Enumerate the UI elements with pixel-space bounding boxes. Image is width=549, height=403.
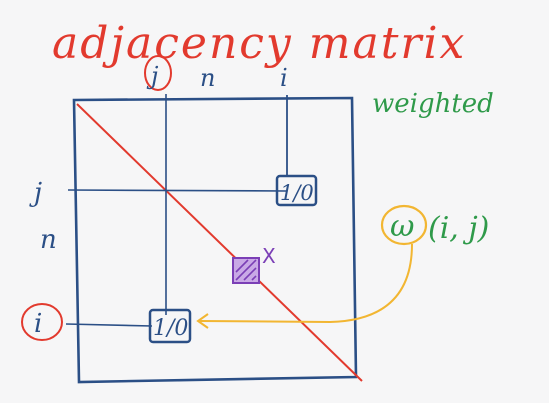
diagonal-hatched-cell xyxy=(232,257,260,284)
main-diagonal xyxy=(76,103,363,382)
cell-bottom-left-value: 1/0 xyxy=(153,316,188,341)
omega-circle xyxy=(380,204,428,246)
row-i-circle xyxy=(21,303,63,341)
row-label-n: n xyxy=(40,225,57,255)
cell-bottom-left-box xyxy=(148,308,192,344)
row-label-i: i xyxy=(34,309,42,339)
row-j-line xyxy=(67,189,287,192)
matrix-frame xyxy=(72,96,358,384)
row-i-line xyxy=(65,323,153,327)
weighted-label: weighted xyxy=(372,89,494,119)
cell-top-right-box xyxy=(275,174,318,207)
row-label-j: j xyxy=(29,178,42,208)
column-label-n: n xyxy=(200,64,215,92)
column-j-circle xyxy=(144,55,172,91)
column-label-i: i xyxy=(280,64,288,92)
weight-omega: ω xyxy=(390,209,414,244)
cell-top-right-value: 1/0 xyxy=(280,181,314,205)
weight-args: (i, j) xyxy=(428,211,489,246)
weight-arrow-head xyxy=(196,313,209,329)
diagonal-x-mark: X xyxy=(262,244,276,268)
weight-arrow xyxy=(199,243,413,324)
diagram-title: adjacency matrix xyxy=(52,18,466,69)
